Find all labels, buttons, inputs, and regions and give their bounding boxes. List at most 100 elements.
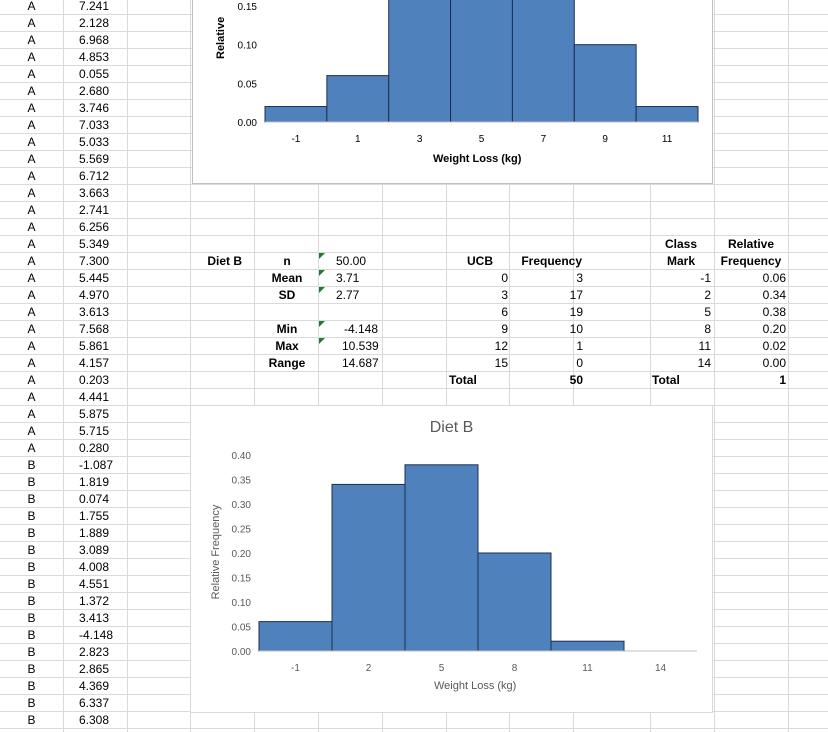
weight-loss-cell[interactable]: 7.241 [79, 0, 110, 13]
weight-loss-cell[interactable]: 0.280 [79, 441, 110, 455]
frequency-cell[interactable]: 1 [576, 339, 583, 353]
diet-cell[interactable]: A [27, 135, 36, 149]
relative-frequency-cell[interactable]: 0.06 [762, 271, 786, 285]
weight-loss-cell[interactable]: 2.128 [79, 16, 110, 30]
weight-loss-cell[interactable]: 5.569 [79, 152, 110, 166]
weight-loss-cell[interactable]: 4.853 [79, 50, 110, 64]
weight-loss-cell[interactable]: 6.337 [79, 696, 110, 710]
chart-diet-a[interactable]: 0.00 0.05 0.10 0.15 -1 1 3 5 7 9 11 Relative Weigh… [192, 0, 713, 184]
weight-loss-cell[interactable]: 2.680 [79, 84, 110, 98]
weight-loss-cell[interactable]: 0.074 [79, 492, 110, 506]
diet-cell[interactable]: B [27, 713, 36, 727]
ucb-cell[interactable]: 0 [501, 271, 508, 285]
stat-range-value[interactable]: 14.687 [342, 356, 379, 370]
weight-loss-cell[interactable]: 7.568 [79, 322, 110, 336]
weight-loss-cell[interactable]: 3.613 [79, 305, 110, 319]
weight-loss-cell[interactable]: 1.819 [79, 475, 110, 489]
diet-cell[interactable]: A [27, 356, 36, 370]
chart-diet-b[interactable]: Diet B 0.00 0.05 0.10 0.15 0.20 0.25 0.30 0.35 0… [190, 405, 713, 713]
diet-cell[interactable]: A [27, 322, 36, 336]
weight-loss-cell[interactable]: 2.865 [79, 662, 110, 676]
diet-cell[interactable]: A [27, 373, 36, 387]
weight-loss-cell[interactable]: -1.087 [79, 458, 114, 472]
diet-cell[interactable]: B [27, 458, 36, 472]
formula-warning-icon[interactable] [319, 270, 325, 276]
diet-cell[interactable]: B [27, 594, 36, 608]
weight-loss-cell[interactable]: 6.712 [79, 169, 110, 183]
diet-cell[interactable]: B [27, 492, 36, 506]
diet-cell[interactable]: A [27, 67, 36, 81]
diet-cell[interactable]: B [27, 475, 36, 489]
class-mark-cell[interactable]: 8 [704, 322, 711, 336]
diet-cell[interactable]: A [27, 288, 36, 302]
weight-loss-cell[interactable]: 2.823 [79, 645, 110, 659]
diet-cell[interactable]: A [27, 16, 36, 30]
weight-loss-cell[interactable]: 4.970 [79, 288, 110, 302]
frequency-cell[interactable]: 3 [576, 271, 583, 285]
diet-cell[interactable]: B [27, 696, 36, 710]
diet-cell[interactable]: A [27, 339, 36, 353]
relative-frequency-cell[interactable]: 0.38 [762, 305, 786, 319]
relative-frequency-cell[interactable]: 0.20 [762, 322, 786, 336]
frequency-cell[interactable]: 0 [576, 356, 583, 370]
weight-loss-cell[interactable]: 6.308 [79, 713, 110, 727]
diet-cell[interactable]: A [27, 220, 36, 234]
weight-loss-cell[interactable]: -4.148 [79, 628, 114, 642]
diet-cell[interactable]: B [27, 509, 36, 523]
diet-cell[interactable]: A [27, 305, 36, 319]
weight-loss-cell[interactable]: 1.889 [79, 526, 110, 540]
weight-loss-cell[interactable]: 4.369 [79, 679, 110, 693]
diet-cell[interactable]: A [27, 33, 36, 47]
formula-warning-icon[interactable] [319, 253, 325, 259]
weight-loss-cell[interactable]: 5.861 [79, 339, 110, 353]
frequency-cell[interactable]: 19 [569, 305, 583, 319]
diet-cell[interactable]: A [27, 186, 36, 200]
ucb-cell[interactable]: 15 [494, 356, 508, 370]
class-mark-cell[interactable]: 2 [704, 288, 711, 302]
frequency-cell[interactable]: 10 [569, 322, 583, 336]
weight-loss-cell[interactable]: 4.551 [79, 577, 110, 591]
ucb-cell[interactable]: 9 [501, 322, 508, 336]
weight-loss-cell[interactable]: 6.968 [79, 33, 110, 47]
weight-loss-cell[interactable]: 4.157 [79, 356, 110, 370]
class-mark-cell[interactable]: -1 [700, 271, 711, 285]
diet-cell[interactable]: A [27, 152, 36, 166]
weight-loss-cell[interactable]: 5.349 [79, 237, 110, 251]
frequency-total-value[interactable]: 50 [569, 373, 583, 387]
diet-cell[interactable]: A [27, 169, 36, 183]
weight-loss-cell[interactable]: 5.715 [79, 424, 110, 438]
relative-frequency-cell[interactable]: 0.34 [762, 288, 786, 302]
diet-cell[interactable]: B [27, 662, 36, 676]
relative-frequency-cell[interactable]: 0.02 [762, 339, 786, 353]
frequency-cell[interactable]: 17 [569, 288, 583, 302]
weight-loss-cell[interactable]: 4.441 [79, 390, 110, 404]
stat-mean-value[interactable]: 3.71 [336, 271, 360, 285]
stat-min-value[interactable]: -4.148 [344, 322, 379, 336]
diet-cell[interactable]: B [27, 628, 36, 642]
weight-loss-cell[interactable]: 3.089 [79, 543, 110, 557]
weight-loss-cell[interactable]: 3.746 [79, 101, 110, 115]
diet-cell[interactable]: A [27, 84, 36, 98]
formula-warning-icon[interactable] [319, 338, 325, 344]
diet-cell[interactable]: A [27, 254, 36, 268]
weight-loss-cell[interactable]: 6.256 [79, 220, 110, 234]
weight-loss-cell[interactable]: 4.008 [79, 560, 110, 574]
weight-loss-cell[interactable]: 5.875 [79, 407, 110, 421]
diet-cell[interactable]: A [27, 0, 36, 13]
diet-cell[interactable]: B [27, 577, 36, 591]
diet-cell[interactable]: A [27, 50, 36, 64]
diet-cell[interactable]: B [27, 611, 36, 625]
weight-loss-cell[interactable]: 2.741 [79, 203, 110, 217]
diet-cell[interactable]: A [27, 237, 36, 251]
formula-warning-icon[interactable] [319, 287, 325, 293]
diet-cell[interactable]: A [27, 118, 36, 132]
diet-cell[interactable]: A [27, 101, 36, 115]
weight-loss-cell[interactable]: 0.203 [79, 373, 110, 387]
weight-loss-cell[interactable]: 1.755 [79, 509, 110, 523]
diet-cell[interactable]: A [27, 407, 36, 421]
ucb-cell[interactable]: 6 [501, 305, 508, 319]
diet-cell[interactable]: A [27, 390, 36, 404]
diet-cell[interactable]: B [27, 560, 36, 574]
diet-cell[interactable]: A [27, 441, 36, 455]
weight-loss-cell[interactable]: 3.413 [79, 611, 110, 625]
